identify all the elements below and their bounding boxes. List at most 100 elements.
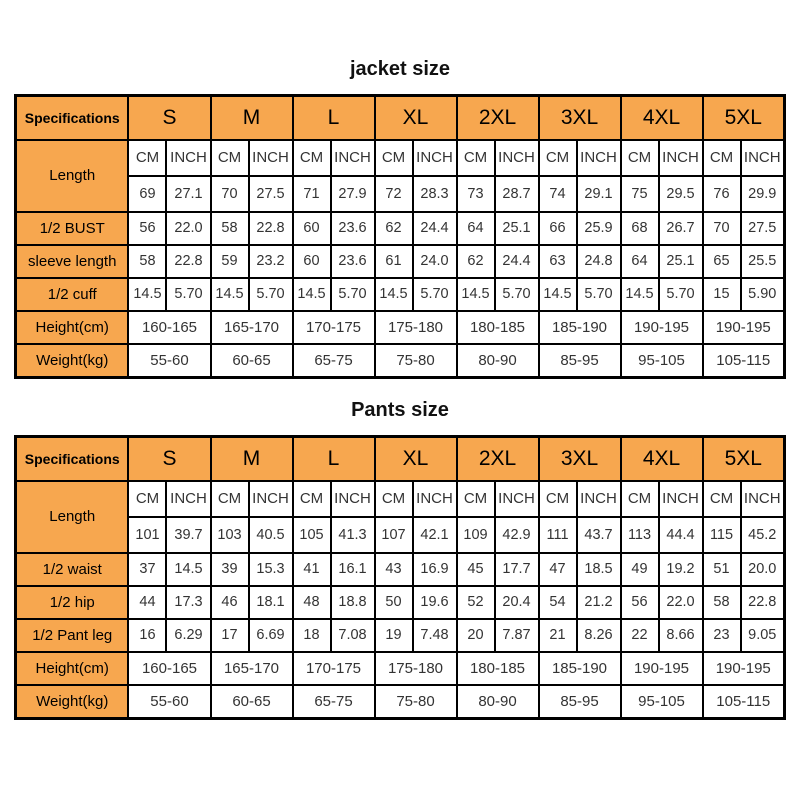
value-cell: 5.90	[739, 276, 786, 312]
value-cell: 113	[619, 515, 660, 554]
value-cell: 51	[701, 551, 742, 587]
unit-header-inch: INCH	[247, 138, 294, 177]
span-value-cell: 65-75	[291, 342, 376, 379]
value-cell: 62	[455, 243, 496, 279]
value-cell: 71	[291, 174, 332, 213]
value-cell: 107	[373, 515, 414, 554]
unit-header-cm: CM	[291, 138, 332, 177]
value-cell: 111	[537, 515, 578, 554]
value-cell: 5.70	[493, 276, 540, 312]
value-cell: 109	[455, 515, 496, 554]
value-cell: 59	[209, 243, 250, 279]
value-cell: 18	[291, 617, 332, 653]
value-cell: 62	[373, 210, 414, 246]
value-cell: 56	[127, 210, 168, 246]
unit-header-cm: CM	[291, 479, 332, 518]
unit-header-inch: INCH	[493, 479, 540, 518]
value-cell: 14.5	[209, 276, 250, 312]
span-value-cell: 180-185	[455, 309, 540, 345]
value-cell: 20	[455, 617, 496, 653]
unit-header-cm: CM	[455, 138, 496, 177]
value-cell: 60	[291, 243, 332, 279]
unit-header-cm: CM	[701, 479, 742, 518]
value-cell: 6.69	[247, 617, 294, 653]
value-cell: 43	[373, 551, 414, 587]
span-value-cell: 65-75	[291, 683, 376, 720]
value-cell: 23.2	[247, 243, 294, 279]
row-label-length: Length	[14, 479, 130, 554]
size-header-l: L	[291, 435, 376, 482]
span-value-cell: 85-95	[537, 683, 622, 720]
row-label: Weight(kg)	[14, 342, 130, 379]
value-cell: 45.2	[739, 515, 786, 554]
unit-header-inch: INCH	[657, 479, 704, 518]
value-cell: 14.5	[537, 276, 578, 312]
value-cell: 14.5	[291, 276, 332, 312]
value-cell: 27.5	[247, 174, 294, 213]
value-cell: 47	[537, 551, 578, 587]
size-header-2xl: 2XL	[455, 94, 540, 141]
value-cell: 74	[537, 174, 578, 213]
specifications-header: Specifications	[14, 435, 130, 482]
value-cell: 6.29	[165, 617, 212, 653]
value-cell: 19	[373, 617, 414, 653]
span-value-cell: 190-195	[701, 309, 786, 345]
value-cell: 58	[127, 243, 168, 279]
unit-header-inch: INCH	[575, 138, 622, 177]
row-label: 1/2 waist	[14, 551, 130, 587]
jacket-size-table: Specifications S M L XL 2XL 3XL 4XL 5XL Length CM I…	[13, 94, 786, 379]
value-cell: 24.0	[411, 243, 458, 279]
value-cell: 16	[127, 617, 168, 653]
value-cell: 5.70	[575, 276, 622, 312]
size-header-m: M	[209, 435, 294, 482]
row-label: 1/2 cuff	[14, 276, 130, 312]
span-value-cell: 165-170	[209, 650, 294, 686]
unit-header-inch: INCH	[493, 138, 540, 177]
value-cell: 68	[619, 210, 660, 246]
span-value-cell: 180-185	[455, 650, 540, 686]
value-cell: 64	[455, 210, 496, 246]
value-cell: 44	[127, 584, 168, 620]
value-cell: 17.7	[493, 551, 540, 587]
span-value-cell: 185-190	[537, 650, 622, 686]
value-cell: 27.1	[165, 174, 212, 213]
unit-header-cm: CM	[701, 138, 742, 177]
value-cell: 8.26	[575, 617, 622, 653]
span-value-cell: 160-165	[127, 309, 212, 345]
value-cell: 42.9	[493, 515, 540, 554]
span-value-cell: 190-195	[619, 650, 704, 686]
value-cell: 16.1	[329, 551, 376, 587]
value-cell: 14.5	[619, 276, 660, 312]
value-cell: 23.6	[329, 210, 376, 246]
unit-header-cm: CM	[537, 138, 578, 177]
value-cell: 73	[455, 174, 496, 213]
value-cell: 23	[701, 617, 742, 653]
value-cell: 24.4	[493, 243, 540, 279]
unit-header-inch: INCH	[411, 479, 458, 518]
jacket-size-section: jacket size Specifications S M L XL 2XL 3XL 4XL…	[0, 0, 800, 379]
span-value-cell: 105-115	[701, 342, 786, 379]
value-cell: 25.1	[657, 243, 704, 279]
span-value-cell: 60-65	[209, 342, 294, 379]
value-cell: 26.7	[657, 210, 704, 246]
value-cell: 29.1	[575, 174, 622, 213]
size-header-3xl: 3XL	[537, 435, 622, 482]
unit-header-inch: INCH	[165, 138, 212, 177]
value-cell: 44.4	[657, 515, 704, 554]
value-cell: 60	[291, 210, 332, 246]
size-header-2xl: 2XL	[455, 435, 540, 482]
value-cell: 105	[291, 515, 332, 554]
value-cell: 103	[209, 515, 250, 554]
span-value-cell: 60-65	[209, 683, 294, 720]
value-cell: 41	[291, 551, 332, 587]
value-cell: 45	[455, 551, 496, 587]
value-cell: 37	[127, 551, 168, 587]
value-cell: 22	[619, 617, 660, 653]
unit-header-cm: CM	[537, 479, 578, 518]
span-value-cell: 75-80	[373, 342, 458, 379]
value-cell: 14.5	[373, 276, 414, 312]
span-value-cell: 75-80	[373, 683, 458, 720]
value-cell: 14.5	[165, 551, 212, 587]
size-chart-page: jacket size Specifications S M L XL 2XL 3XL 4XL…	[0, 0, 800, 720]
value-cell: 5.70	[165, 276, 212, 312]
